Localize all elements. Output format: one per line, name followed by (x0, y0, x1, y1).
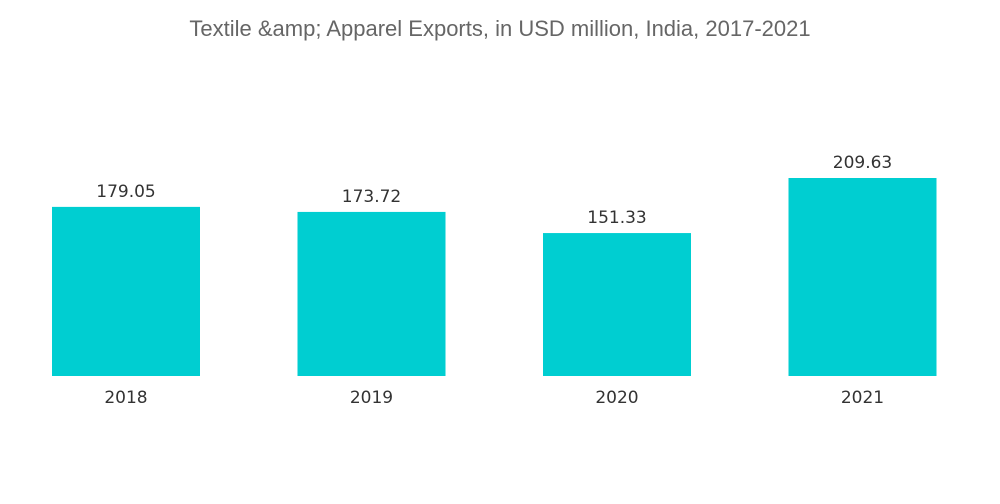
value-label-2019: 173.72 (342, 187, 401, 207)
x-tick-label-2019: 2019 (350, 388, 393, 408)
value-label-2021: 209.63 (833, 153, 892, 173)
x-tick-label-2020: 2020 (595, 388, 638, 408)
value-label-2020: 151.33 (587, 208, 646, 228)
bar-2021 (788, 178, 937, 376)
chart-title: Textile &amp; Apparel Exports, in USD mi… (189, 16, 811, 41)
bar-2018 (52, 206, 200, 376)
x-tick-label-2018: 2018 (104, 388, 147, 408)
bar-2019 (297, 211, 446, 376)
x-tick-label-2021: 2021 (841, 388, 884, 408)
value-label-2018: 179.05 (96, 182, 155, 202)
bar-2020 (543, 233, 691, 376)
